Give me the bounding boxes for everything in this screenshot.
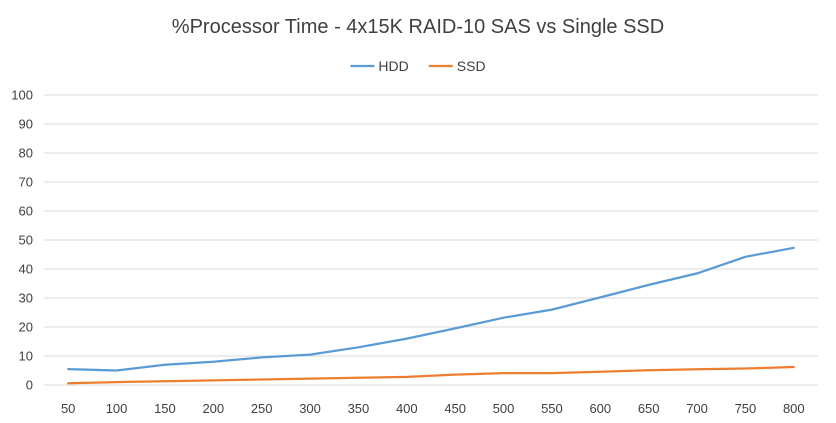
data-point-hdd (502, 316, 506, 320)
data-point-hdd (550, 308, 554, 312)
y-tick-label: 60 (19, 204, 33, 219)
series-group (66, 246, 796, 385)
data-point-ssd (598, 370, 602, 374)
data-point-hdd (66, 367, 70, 371)
y-tick-label: 100 (11, 88, 33, 103)
y-axis: 0 10 20 30 40 50 60 70 80 90 100 (11, 88, 33, 393)
gridlines (44, 94, 818, 386)
data-point-ssd (211, 378, 215, 382)
y-tick-label: 0 (26, 378, 33, 393)
data-point-hdd (211, 360, 215, 364)
y-tick-label: 30 (19, 291, 33, 306)
x-tick-label: 200 (202, 401, 224, 416)
chart-title: %Processor Time - 4x15K RAID-10 SAS vs S… (172, 16, 664, 38)
data-point-ssd (550, 371, 554, 375)
y-tick-label: 90 (19, 117, 33, 132)
data-point-ssd (502, 371, 506, 375)
x-tick-label: 750 (735, 401, 757, 416)
y-tick-label: 20 (19, 320, 33, 335)
data-point-hdd (792, 246, 796, 250)
x-tick-label: 400 (396, 401, 418, 416)
data-point-ssd (743, 366, 747, 370)
x-tick-label: 100 (106, 401, 128, 416)
x-tick-label: 150 (154, 401, 176, 416)
data-point-hdd (163, 363, 167, 367)
data-point-ssd (647, 368, 651, 372)
data-point-hdd (743, 255, 747, 259)
data-point-hdd (260, 355, 264, 359)
x-tick-label: 700 (686, 401, 708, 416)
data-point-hdd (405, 337, 409, 341)
data-point-hdd (598, 295, 602, 299)
data-point-hdd (695, 271, 699, 275)
legend-label-ssd: SSD (457, 58, 486, 74)
x-tick-label: 650 (638, 401, 660, 416)
legend-label-hdd: HDD (378, 58, 408, 74)
data-point-ssd (405, 375, 409, 379)
data-point-ssd (792, 365, 796, 369)
data-point-hdd (356, 345, 360, 349)
data-point-ssd (163, 379, 167, 383)
data-point-hdd (453, 326, 457, 330)
x-tick-label: 600 (589, 401, 611, 416)
data-point-ssd (453, 373, 457, 377)
x-tick-label: 800 (783, 401, 805, 416)
x-tick-label: 300 (299, 401, 321, 416)
data-point-ssd (695, 367, 699, 371)
legend: HDD SSD (350, 58, 486, 74)
x-tick-label: 350 (348, 401, 370, 416)
data-point-hdd (115, 369, 119, 373)
data-point-ssd (308, 377, 312, 381)
x-axis: 50 100 150 200 250 300 350 400 450 500 550 600 650 70… (61, 401, 805, 416)
data-point-ssd (115, 380, 119, 384)
data-point-ssd (260, 377, 264, 381)
data-point-hdd (647, 283, 651, 287)
y-tick-label: 80 (19, 146, 33, 161)
data-point-ssd (356, 376, 360, 380)
data-point-hdd (308, 353, 312, 357)
x-tick-label: 550 (541, 401, 563, 416)
data-point-ssd (66, 381, 70, 385)
x-tick-label: 50 (61, 401, 75, 416)
y-tick-label: 10 (19, 349, 33, 364)
y-tick-label: 50 (19, 233, 33, 248)
y-tick-label: 40 (19, 262, 33, 277)
y-tick-label: 70 (19, 175, 33, 190)
x-tick-label: 250 (251, 401, 273, 416)
series-line-hdd (67, 246, 795, 372)
series-line-ssd (67, 365, 795, 385)
x-tick-label: 450 (444, 401, 466, 416)
x-tick-label: 500 (493, 401, 515, 416)
